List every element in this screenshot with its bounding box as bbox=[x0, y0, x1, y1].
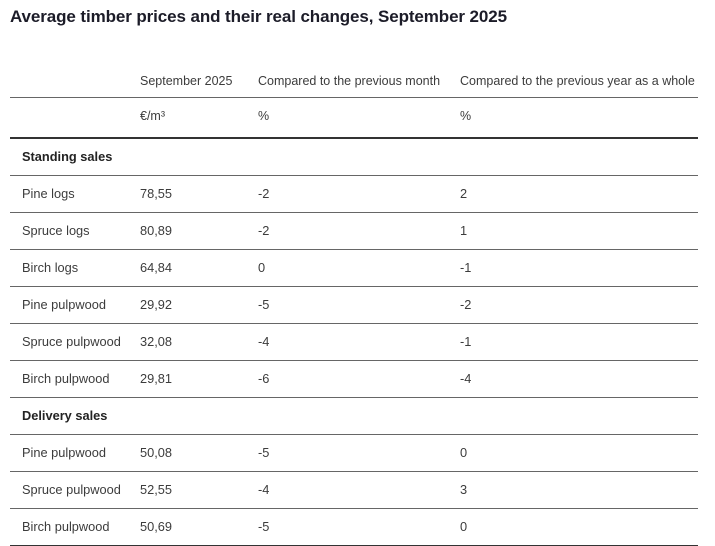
column-header-empty bbox=[10, 70, 140, 98]
row-label: Spruce logs bbox=[10, 212, 140, 250]
column-header-vs-previous-year: Compared to the previous year as a whole bbox=[460, 74, 695, 88]
vs-month-value: 0 bbox=[258, 249, 460, 287]
table-row-birch-logs: Birch logs 64,84 0 -1 bbox=[10, 249, 698, 287]
row-label: Spruce pulpwood bbox=[10, 471, 140, 509]
price-value: 78,55 bbox=[140, 175, 258, 213]
table-row-birch-pulpwood-standing: Birch pulpwood 29,81 -6 -4 bbox=[10, 360, 698, 398]
row-label: Birch pulpwood bbox=[10, 360, 140, 398]
unit-percent-year: % bbox=[460, 97, 698, 138]
vs-year-value: 0 bbox=[460, 434, 698, 472]
table-row-spruce-logs: Spruce logs 80,89 -2 1 bbox=[10, 212, 698, 250]
table-row-pine-pulpwood-delivery: Pine pulpwood 50,08 -5 0 bbox=[10, 434, 698, 472]
vs-month-value: -4 bbox=[258, 471, 460, 509]
row-label: Pine pulpwood bbox=[10, 434, 140, 472]
vs-year-value: -4 bbox=[460, 360, 698, 398]
column-header-september-2025: September 2025 bbox=[140, 74, 233, 88]
price-value: 29,81 bbox=[140, 360, 258, 398]
vs-month-value: -5 bbox=[258, 434, 460, 472]
column-header-row: September 2025 Compared to the previous … bbox=[10, 70, 698, 98]
unit-row: €/m³ % % bbox=[10, 97, 698, 138]
vs-month-value: -2 bbox=[258, 175, 460, 213]
vs-year-value: -2 bbox=[460, 286, 698, 324]
vs-year-value: -1 bbox=[460, 249, 698, 287]
row-label: Pine pulpwood bbox=[10, 286, 140, 324]
price-value: 50,08 bbox=[140, 434, 258, 472]
table-row-pine-pulpwood-standing: Pine pulpwood 29,92 -5 -2 bbox=[10, 286, 698, 324]
table-row-spruce-pulpwood-standing: Spruce pulpwood 32,08 -4 -1 bbox=[10, 323, 698, 361]
page-title: Average timber prices and their real cha… bbox=[10, 7, 507, 26]
vs-month-value: -5 bbox=[258, 286, 460, 324]
vs-month-value: -5 bbox=[258, 508, 460, 546]
timber-price-table: September 2025 Compared to the previous … bbox=[10, 70, 698, 546]
row-label: Birch pulpwood bbox=[10, 508, 140, 546]
unit-empty bbox=[10, 97, 140, 138]
row-label: Spruce pulpwood bbox=[10, 323, 140, 361]
price-value: 50,69 bbox=[140, 508, 258, 546]
vs-year-value: 2 bbox=[460, 175, 698, 213]
vs-month-value: -4 bbox=[258, 323, 460, 361]
price-value: 29,92 bbox=[140, 286, 258, 324]
table-row-spruce-pulpwood-delivery: Spruce pulpwood 52,55 -4 3 bbox=[10, 471, 698, 509]
row-label: Pine logs bbox=[10, 175, 140, 213]
table-row-birch-pulpwood-delivery: Birch pulpwood 50,69 -5 0 bbox=[10, 508, 698, 546]
vs-month-value: -2 bbox=[258, 212, 460, 250]
section-label: Standing sales bbox=[10, 137, 698, 176]
vs-year-value: 1 bbox=[460, 212, 698, 250]
unit-eur-per-m3: €/m³ bbox=[140, 97, 258, 138]
price-value: 80,89 bbox=[140, 212, 258, 250]
vs-month-value: -6 bbox=[258, 360, 460, 398]
vs-year-value: 3 bbox=[460, 471, 698, 509]
price-value: 64,84 bbox=[140, 249, 258, 287]
column-header-vs-previous-month: Compared to the previous month bbox=[258, 74, 441, 88]
table-row-pine-logs: Pine logs 78,55 -2 2 bbox=[10, 175, 698, 213]
vs-year-value: 0 bbox=[460, 508, 698, 546]
price-value: 32,08 bbox=[140, 323, 258, 361]
unit-percent-month: % bbox=[258, 97, 460, 138]
section-header-delivery-sales: Delivery sales bbox=[10, 397, 698, 435]
row-label: Birch logs bbox=[10, 249, 140, 287]
price-value: 52,55 bbox=[140, 471, 258, 509]
vs-year-value: -1 bbox=[460, 323, 698, 361]
section-header-standing-sales: Standing sales bbox=[10, 137, 698, 176]
section-label: Delivery sales bbox=[10, 397, 698, 435]
